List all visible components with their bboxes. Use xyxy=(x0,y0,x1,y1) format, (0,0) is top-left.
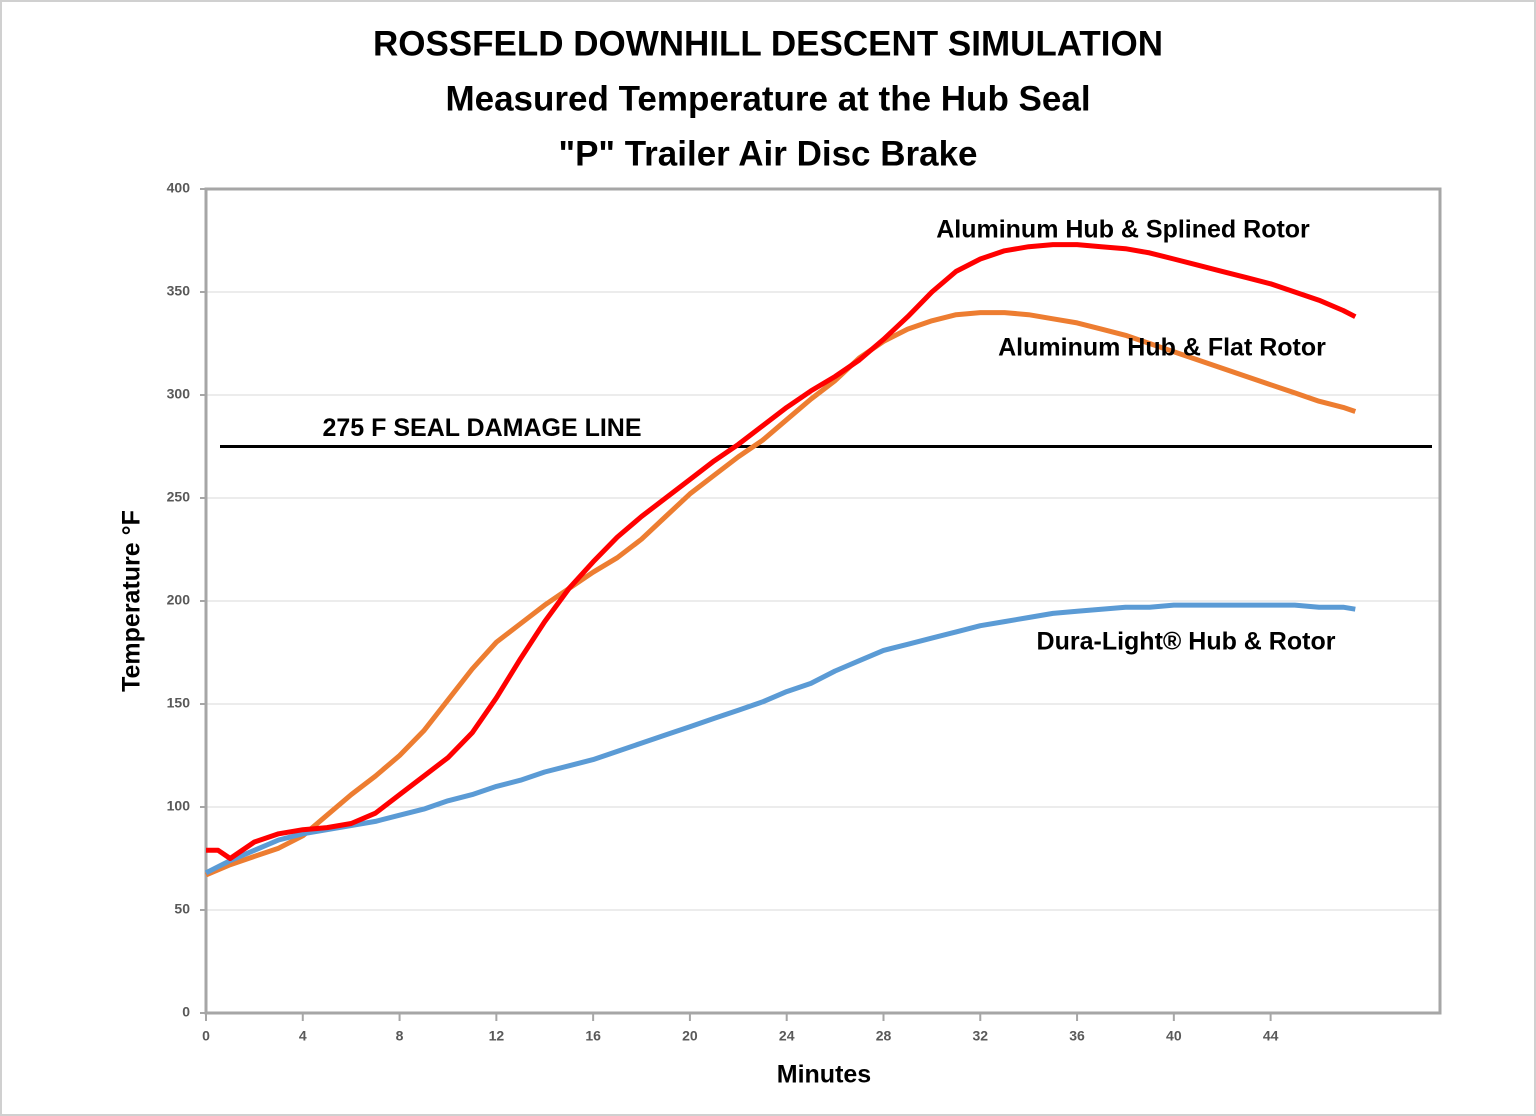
x-tick-label: 20 xyxy=(682,1028,698,1044)
chart-subtitle: "P" Trailer Air Disc Brake xyxy=(558,134,977,173)
series-line xyxy=(204,602,1356,876)
chart-title: ROSSFELD DOWNHILL DESCENT SIMULATION xyxy=(373,24,1163,63)
x-tick-label: 40 xyxy=(1166,1028,1182,1044)
y-axis-label: Temperature °F xyxy=(118,510,146,692)
x-tick-label: 8 xyxy=(396,1028,404,1044)
y-tick-label: 350 xyxy=(167,283,191,299)
x-tick-label: 28 xyxy=(876,1028,892,1044)
x-tick-label: 4 xyxy=(299,1028,307,1044)
y-tick-label: 200 xyxy=(167,592,191,608)
x-tick-label: 12 xyxy=(489,1028,505,1044)
x-tick-label: 36 xyxy=(1069,1028,1085,1044)
y-tick-label: 250 xyxy=(167,489,191,505)
x-tick-label: 32 xyxy=(972,1028,988,1044)
series-label: Aluminum Hub & Splined Rotor xyxy=(936,216,1310,244)
y-tick-label: 0 xyxy=(182,1004,190,1020)
y-tick-label: 150 xyxy=(167,695,191,711)
y-tick-label: 50 xyxy=(174,901,190,917)
series-line xyxy=(206,242,1357,861)
series-line xyxy=(205,310,1357,878)
plot-frame xyxy=(204,187,1442,1015)
series-label: Dura-Light® Hub & Rotor xyxy=(1037,628,1336,656)
x-tick-label: 24 xyxy=(779,1028,795,1044)
y-tick-label: 400 xyxy=(167,180,191,196)
y-tick-label: 100 xyxy=(167,798,191,814)
series-label: Aluminum Hub & Flat Rotor xyxy=(998,334,1326,362)
seal-damage-label: 275 F SEAL DAMAGE LINE xyxy=(322,414,641,442)
x-tick-label: 44 xyxy=(1263,1028,1279,1044)
x-tick-label: 0 xyxy=(202,1028,210,1044)
chart-subtitle: Measured Temperature at the Hub Seal xyxy=(445,79,1090,118)
x-axis-label: Minutes xyxy=(777,1061,871,1089)
x-tick-label: 16 xyxy=(585,1028,601,1044)
y-tick-label: 300 xyxy=(167,386,191,402)
